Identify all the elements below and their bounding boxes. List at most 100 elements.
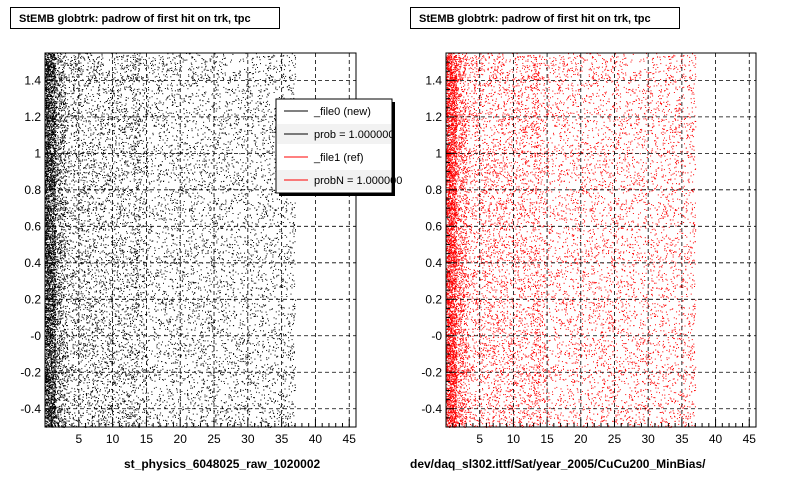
data-point	[59, 61, 61, 63]
data-point	[54, 350, 56, 352]
data-point	[54, 182, 55, 183]
data-point	[51, 95, 53, 97]
data-point	[64, 113, 66, 115]
data-point	[53, 182, 55, 184]
data-point	[59, 286, 60, 288]
data-point	[47, 142, 49, 144]
data-point	[64, 342, 65, 344]
data-point	[48, 275, 50, 277]
data-point	[51, 313, 53, 314]
data-point	[61, 247, 63, 249]
data-point	[64, 94, 66, 96]
data-point	[51, 414, 53, 416]
data-point	[45, 255, 47, 257]
data-point	[46, 360, 48, 362]
data-point	[52, 420, 54, 422]
data-point	[54, 417, 56, 419]
data-point	[48, 213, 50, 215]
data-point	[46, 150, 48, 152]
data-point	[59, 358, 61, 360]
data-point	[60, 102, 62, 104]
data-point	[54, 199, 56, 201]
data-point	[45, 379, 47, 381]
data-point	[55, 369, 57, 371]
data-point	[45, 56, 47, 58]
data-point	[50, 223, 52, 225]
data-point	[65, 306, 67, 307]
data-point	[50, 336, 52, 338]
data-point	[61, 291, 63, 293]
data-point	[61, 294, 63, 296]
data-point	[47, 110, 49, 112]
data-point	[50, 251, 52, 253]
data-point	[58, 386, 60, 388]
data-point	[53, 306, 55, 307]
data-point	[46, 101, 48, 103]
data-point	[55, 101, 57, 103]
data-point	[49, 316, 51, 318]
data-point	[51, 369, 53, 371]
data-point	[49, 372, 51, 374]
data-point	[51, 421, 53, 423]
data-point	[49, 378, 51, 380]
data-point	[54, 227, 56, 229]
data-point	[50, 322, 52, 324]
data-point	[58, 378, 60, 380]
data-point	[50, 394, 52, 396]
data-point	[54, 287, 56, 289]
data-point	[59, 118, 61, 120]
data-point	[53, 358, 55, 360]
data-point	[46, 297, 48, 299]
data-point	[49, 384, 51, 386]
data-point	[54, 167, 56, 169]
data-point	[60, 170, 62, 172]
data-point	[65, 111, 66, 113]
data-point	[53, 59, 55, 61]
data-point	[59, 390, 61, 392]
data-point	[50, 243, 52, 245]
data-point	[47, 220, 49, 222]
data-point	[46, 196, 47, 198]
data-point	[54, 301, 56, 303]
data-point	[48, 397, 50, 399]
data-point	[52, 171, 54, 173]
data-point	[48, 139, 49, 141]
data-point	[58, 195, 60, 197]
data-point	[55, 315, 57, 316]
data-point	[45, 329, 47, 330]
data-point	[54, 214, 56, 216]
data-point	[54, 206, 56, 207]
data-point	[50, 106, 52, 108]
data-point	[55, 83, 57, 85]
data-point	[58, 287, 60, 289]
data-point	[59, 170, 61, 171]
data-point	[63, 373, 65, 375]
data-point	[51, 208, 53, 210]
data-point	[60, 251, 62, 253]
data-point	[56, 353, 58, 355]
data-point	[50, 89, 51, 91]
data-point	[59, 79, 61, 81]
data-point	[54, 355, 56, 357]
data-point	[51, 230, 53, 232]
data-point	[49, 188, 50, 190]
data-point	[53, 62, 55, 64]
data-point	[51, 153, 53, 155]
data-point	[48, 333, 50, 335]
data-point	[54, 105, 56, 107]
data-point	[50, 202, 52, 204]
data-point	[57, 163, 59, 165]
data-point	[60, 418, 62, 420]
data-point	[50, 124, 52, 126]
data-point	[50, 314, 52, 316]
data-point	[48, 183, 50, 184]
data-point	[45, 208, 47, 210]
data-point	[48, 213, 50, 215]
data-point	[54, 329, 56, 330]
data-point	[53, 380, 55, 382]
data-point	[53, 112, 55, 114]
data-point	[46, 90, 48, 92]
data-point	[53, 284, 55, 286]
data-point	[54, 130, 56, 132]
scatter-points	[45, 53, 297, 428]
